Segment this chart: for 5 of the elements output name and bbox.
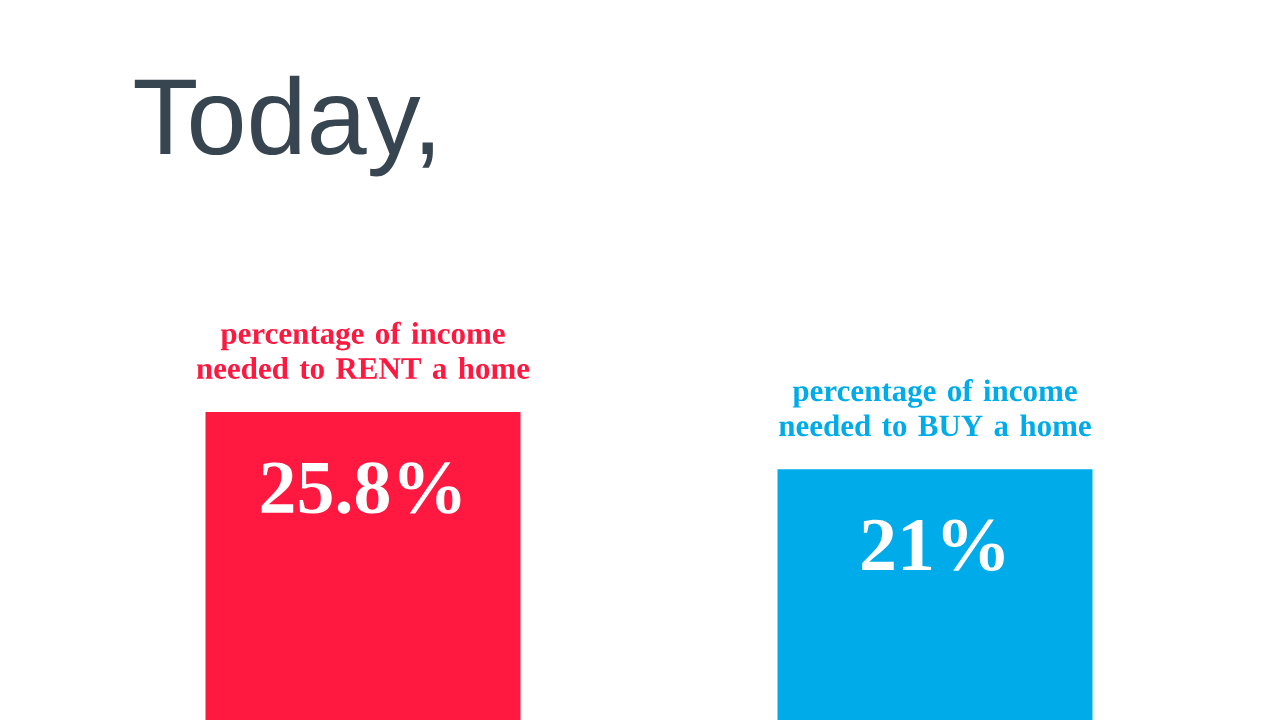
x-tick-label: percentage of income needed to RENT a home <box>196 321 530 379</box>
chart-title: Today, <box>134 75 433 177</box>
x-tick-label: percentage of income needed to BUY a home <box>779 379 1091 437</box>
data-label: 21% <box>862 519 1004 572</box>
data-label: 25.8% <box>261 462 461 514</box>
